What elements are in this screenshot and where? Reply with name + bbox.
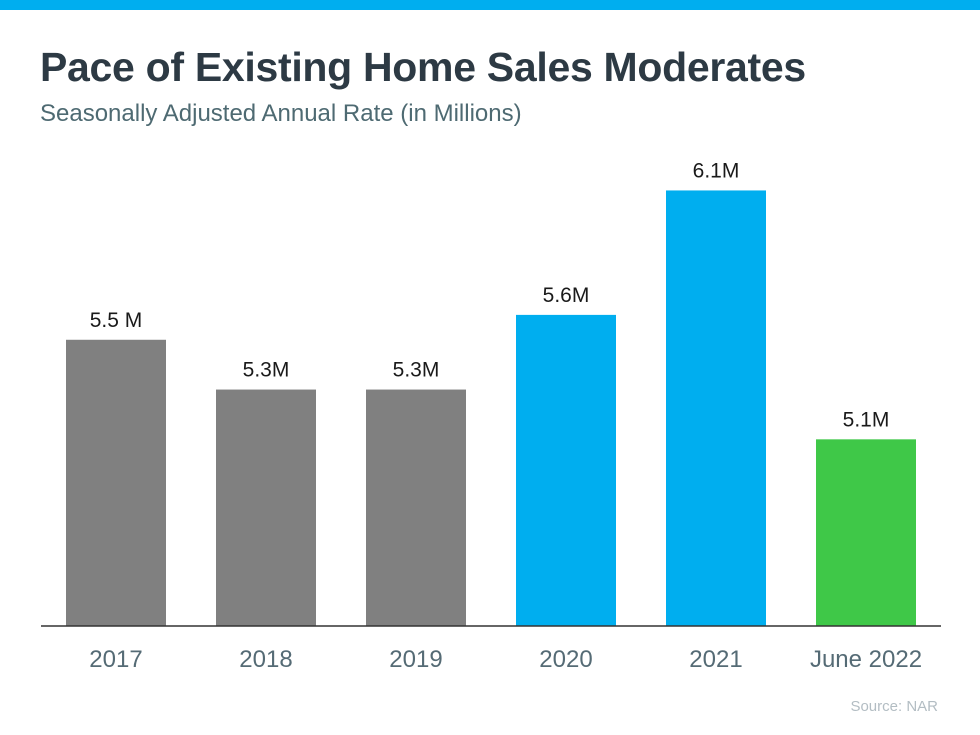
bar-june-2022 [816, 439, 916, 626]
value-label: 5.3M [393, 359, 440, 382]
value-label: 5.6M [543, 284, 590, 307]
bar-2017 [66, 339, 166, 626]
bar-2018 [216, 389, 316, 626]
x-tick-label: June 2022 [810, 646, 922, 673]
value-label: 5.5 M [90, 309, 143, 332]
value-label: 5.1M [843, 408, 890, 431]
value-label: 5.3M [243, 359, 290, 382]
value-label: 6.1M [693, 159, 740, 182]
chart-title: Pace of Existing Home Sales Moderates [40, 44, 806, 90]
x-tick-label: 2021 [689, 646, 742, 673]
x-tick-label: 2017 [89, 646, 142, 673]
chart-subtitle: Seasonally Adjusted Annual Rate (in Mill… [40, 100, 522, 127]
bar-2019 [366, 389, 466, 626]
source-note: Source: NAR [850, 698, 938, 715]
x-tick-label: 2019 [389, 646, 442, 673]
bar-2021 [666, 190, 766, 626]
x-tick-label: 2018 [239, 646, 292, 673]
x-tick-label: 2020 [539, 646, 592, 673]
top-accent-bar [0, 0, 980, 10]
bar-2020 [516, 314, 616, 626]
